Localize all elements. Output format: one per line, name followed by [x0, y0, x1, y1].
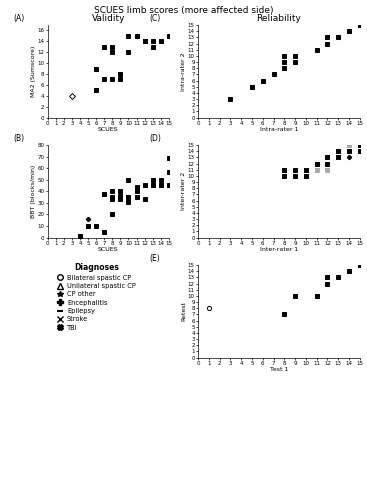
Text: Validity: Validity: [91, 14, 125, 23]
Y-axis label: Retest: Retest: [181, 302, 186, 322]
Text: (C): (C): [150, 14, 161, 23]
X-axis label: SCUES: SCUES: [98, 248, 119, 252]
Text: (B): (B): [14, 134, 25, 143]
X-axis label: Inter-rater 1: Inter-rater 1: [260, 248, 298, 252]
Y-axis label: Inter-rater 2: Inter-rater 2: [181, 172, 186, 210]
Text: (D): (D): [150, 134, 161, 143]
Text: Reliability: Reliability: [257, 14, 301, 23]
Legend: Bilateral spastic CP, Unilateral spastic CP, CP other, Encephalitis, Epilepsy, S: Bilateral spastic CP, Unilateral spastic…: [57, 264, 136, 330]
Y-axis label: BBT (blocks/min): BBT (blocks/min): [31, 164, 36, 218]
Text: SCUES limb scores (more affected side): SCUES limb scores (more affected side): [94, 6, 273, 16]
X-axis label: Test 1: Test 1: [270, 368, 288, 372]
Y-axis label: MA2 (Sumscore): MA2 (Sumscore): [31, 46, 36, 97]
X-axis label: SCUES: SCUES: [98, 128, 119, 132]
Text: (A): (A): [14, 14, 25, 23]
Y-axis label: Intra-rater 2: Intra-rater 2: [181, 52, 186, 90]
Text: (E): (E): [150, 254, 160, 263]
X-axis label: Intra-rater 1: Intra-rater 1: [260, 128, 298, 132]
